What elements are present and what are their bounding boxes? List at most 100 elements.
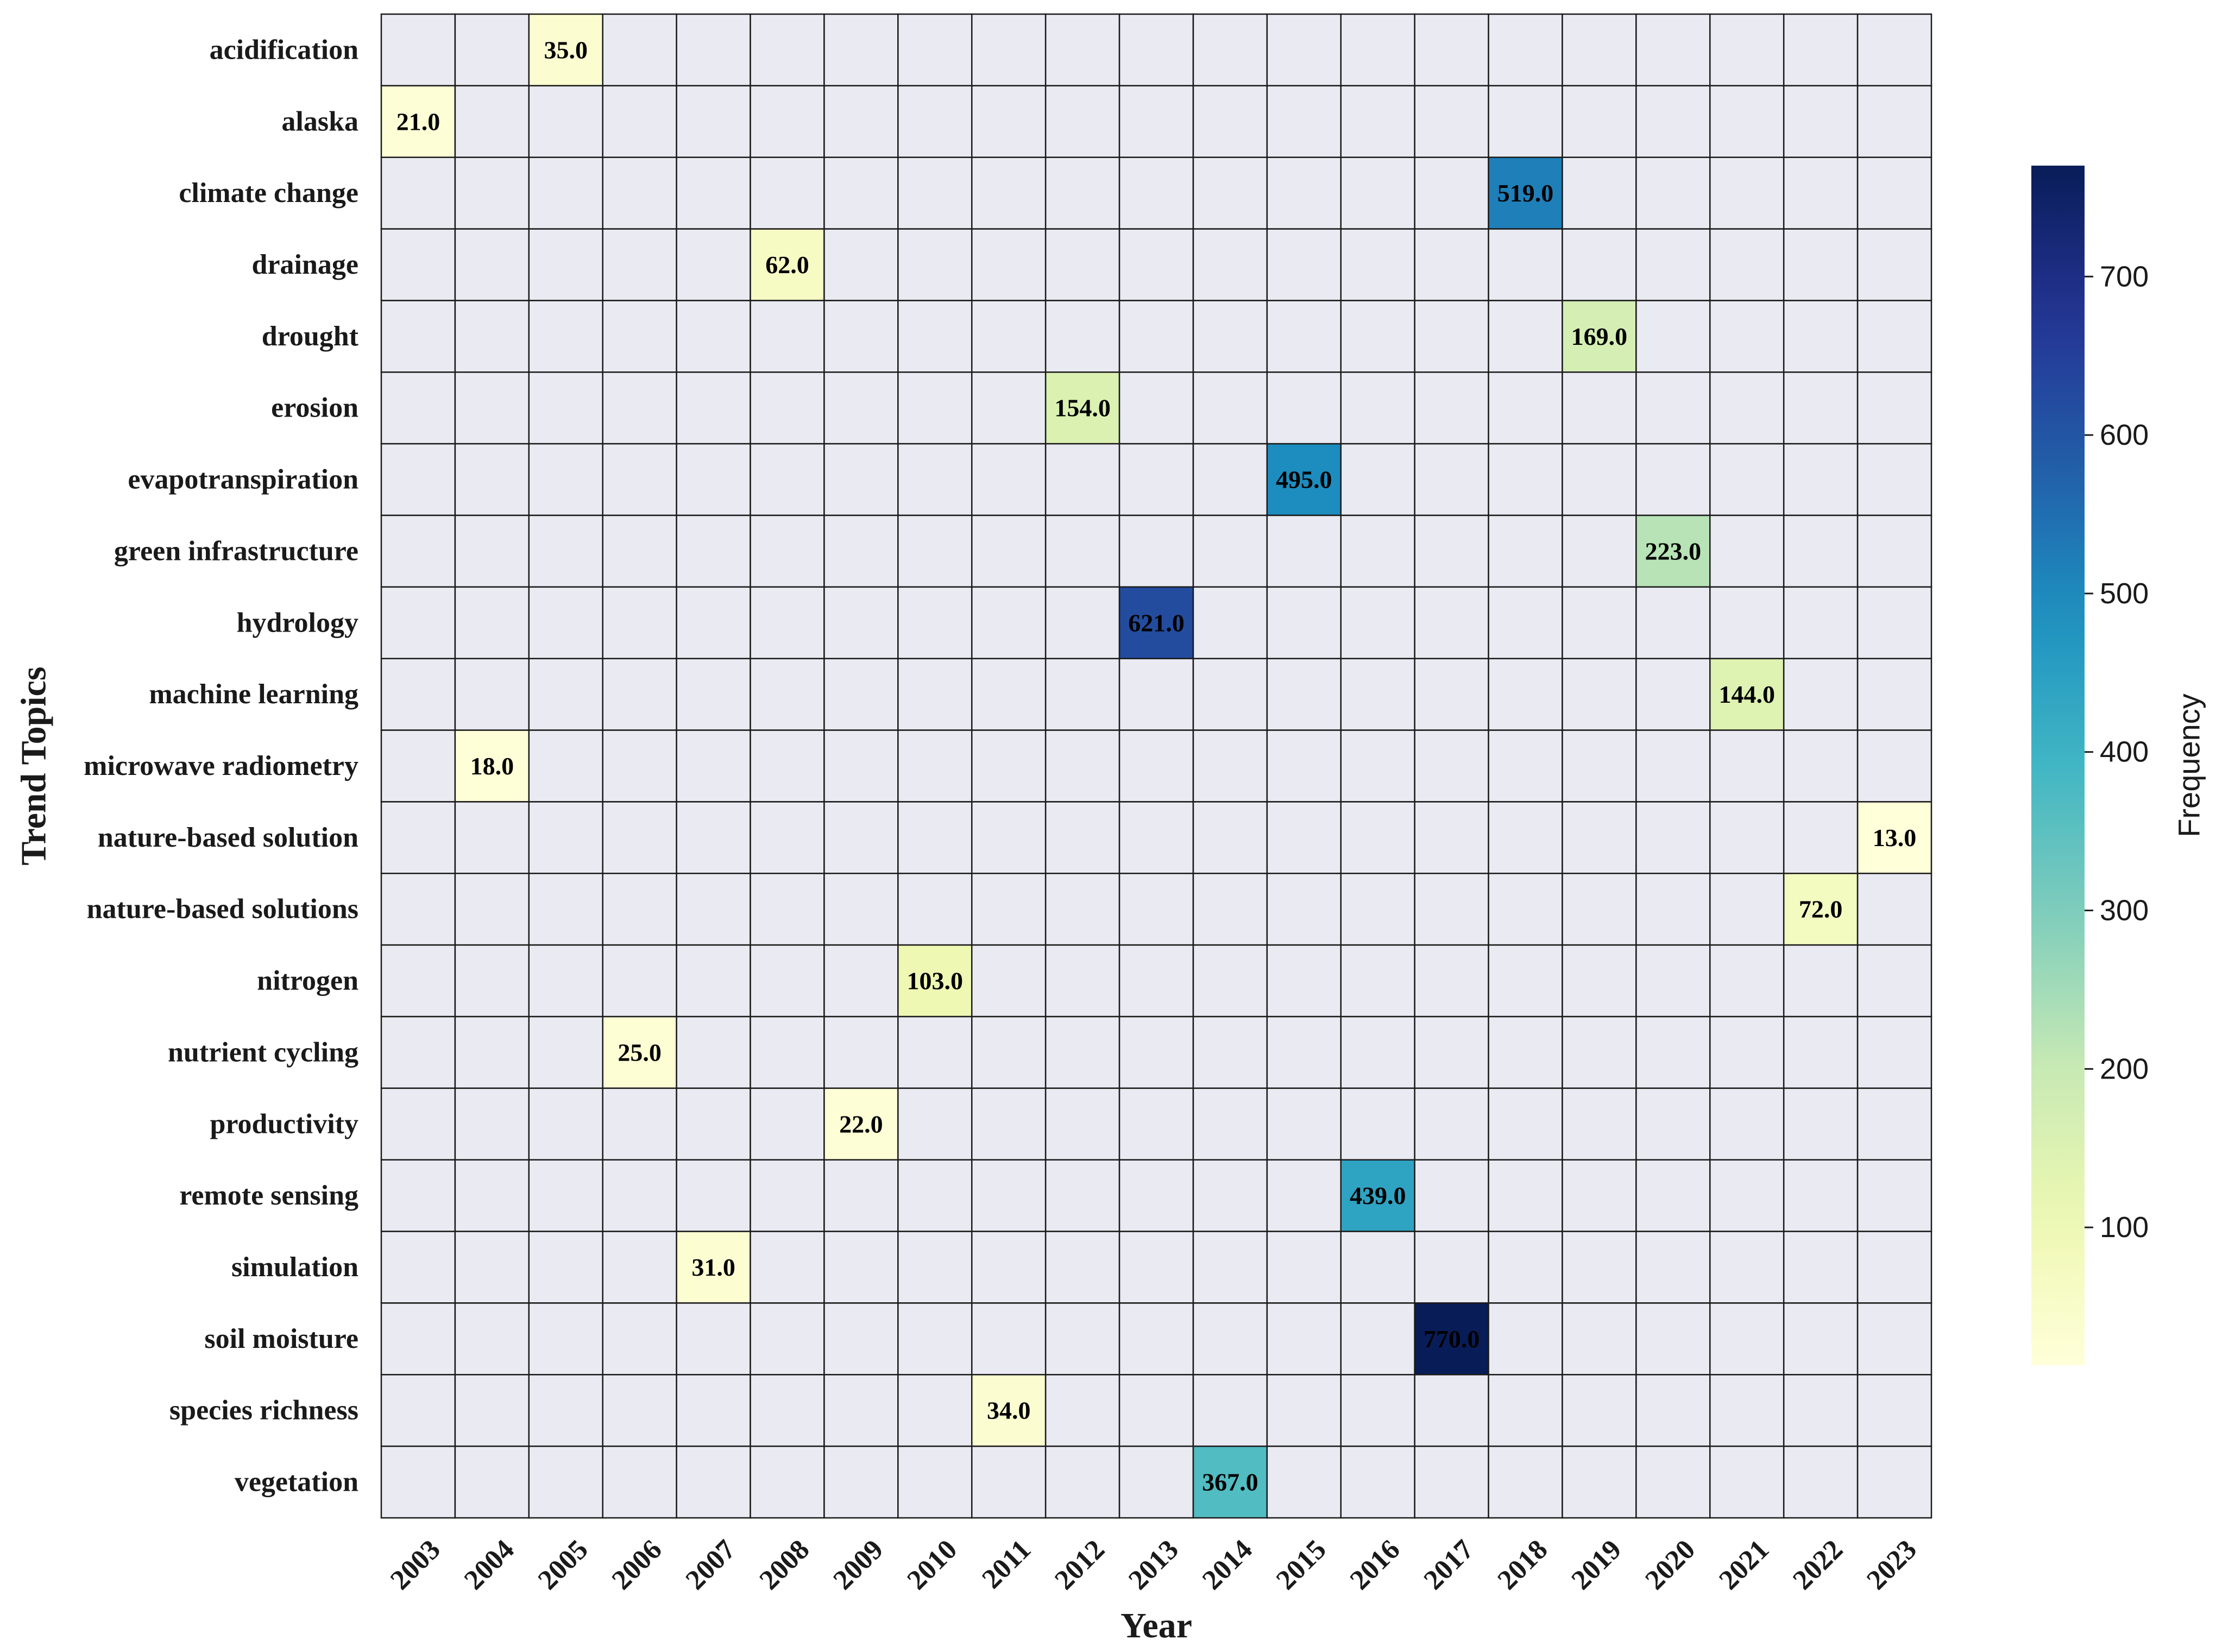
heatmap-cell-empty [1856, 1374, 1932, 1447]
heatmap-cell-empty [750, 514, 825, 588]
x-tick-label: 2005 [532, 1534, 594, 1596]
heatmap-cell-empty [1635, 1445, 1711, 1519]
heatmap-cell-empty [1266, 658, 1342, 731]
x-tick-label: 2023 [1861, 1534, 1923, 1596]
heatmap-cell-empty [1783, 729, 1859, 803]
heatmap-cell-empty [1118, 729, 1194, 803]
heatmap-cell-empty [1118, 658, 1194, 731]
y-tick-label: acidification [210, 34, 359, 65]
heatmap-cell-empty [1414, 85, 1489, 158]
cell-value-label: 13.0 [1873, 824, 1917, 852]
heatmap-cell-empty [1266, 156, 1342, 230]
heatmap-cell-empty [897, 13, 973, 87]
heatmap-cell-empty [971, 156, 1047, 230]
y-tick-label: species richness [169, 1395, 358, 1426]
heatmap-cell-empty [1266, 1159, 1342, 1232]
heatmap-cell-empty [1709, 801, 1785, 874]
heatmap-cell-empty [528, 1302, 603, 1376]
heatmap-cell-empty [1783, 1374, 1859, 1447]
heatmap-cell-empty [528, 586, 603, 659]
heatmap-cell-empty [1118, 1231, 1194, 1304]
heatmap-cell-empty [1266, 801, 1342, 874]
heatmap-cell-empty [380, 443, 456, 516]
cell-value-label: 770.0 [1424, 1325, 1480, 1353]
colorbar-tick-label: 600 [2100, 419, 2149, 451]
heatmap-cell-empty [676, 371, 751, 445]
heatmap-cell-empty [1266, 586, 1342, 659]
heatmap-cell-empty [528, 300, 603, 373]
heatmap-cell-empty [602, 13, 677, 87]
heatmap-cell-empty [1340, 944, 1415, 1018]
heatmap-cell-empty [1118, 1087, 1194, 1161]
heatmap-cell-empty [897, 586, 973, 659]
heatmap-cell-empty [971, 1159, 1047, 1232]
heatmap-cell-empty [602, 1231, 677, 1304]
x-tick-label: 2022 [1787, 1534, 1849, 1596]
y-tick-label: soil moisture [204, 1323, 358, 1354]
heatmap-cell-empty [1266, 873, 1342, 946]
heatmap-cell-empty [602, 371, 677, 445]
heatmap-cell-empty [1340, 156, 1415, 230]
heatmap-cell-empty [454, 300, 530, 373]
heatmap-cell-empty [380, 156, 456, 230]
heatmap-cell-empty [1044, 514, 1120, 588]
heatmap-cell-empty [1635, 1374, 1711, 1447]
heatmap-cell-empty [823, 1445, 899, 1519]
heatmap-cell-empty [823, 228, 899, 301]
heatmap-cell-empty [971, 228, 1047, 301]
heatmap-cell-empty [1414, 1231, 1489, 1304]
y-axis-label: Trend Topics [14, 666, 54, 865]
heatmap-cell-empty [1044, 944, 1120, 1018]
heatmap-cell-empty [1118, 1159, 1194, 1232]
heatmap-cell-empty [1414, 944, 1489, 1018]
heatmap-cell-empty [1562, 371, 1637, 445]
heatmap-cell-empty [1266, 228, 1342, 301]
heatmap-cell-empty [1414, 443, 1489, 516]
heatmap-cell-empty [1856, 944, 1932, 1018]
heatmap-cell-filled [1044, 371, 1120, 445]
heatmap-cell-empty [1635, 658, 1711, 731]
heatmap-cell-empty [1192, 156, 1268, 230]
heatmap-cell-empty [1340, 13, 1415, 87]
heatmap-cell-empty [528, 801, 603, 874]
heatmap-cell-empty [1044, 156, 1120, 230]
heatmap-cell-empty [1192, 1302, 1268, 1376]
x-tick-label: 2017 [1418, 1534, 1480, 1596]
heatmap-cell-empty [1635, 801, 1711, 874]
heatmap-cell-empty [1044, 1374, 1120, 1447]
y-tick-label: nature-based solution [98, 822, 358, 853]
cell-value-label: 519.0 [1497, 179, 1554, 207]
y-tick-label: remote sensing [179, 1180, 358, 1211]
heatmap-cell-empty [676, 1087, 751, 1161]
heatmap-cell-empty [750, 443, 825, 516]
heatmap-cell-empty [676, 658, 751, 731]
heatmap-cell-empty [971, 944, 1047, 1018]
heatmap-cell-empty [1340, 801, 1415, 874]
heatmap-cell-empty [602, 658, 677, 731]
heatmap-cell-empty [602, 586, 677, 659]
heatmap-cell-empty [1635, 944, 1711, 1018]
heatmap-cell-empty [1266, 1231, 1342, 1304]
cell-value-label: 103.0 [907, 967, 964, 995]
y-tick-label: evapotranspiration [128, 464, 358, 495]
heatmap-cell-empty [454, 1445, 530, 1519]
colorbar-tick-label: 300 [2100, 894, 2149, 927]
heatmap-cell-empty [380, 658, 456, 731]
heatmap-cell-empty [454, 944, 530, 1018]
heatmap-cell-empty [1340, 1445, 1415, 1519]
cell-value-label: 25.0 [618, 1038, 662, 1066]
cell-value-label: 169.0 [1571, 323, 1628, 350]
heatmap-cell-empty [1118, 801, 1194, 874]
heatmap-cell-empty [1266, 1087, 1342, 1161]
colorbar-tick-label: 400 [2100, 736, 2149, 768]
heatmap-cell-empty [823, 729, 899, 803]
heatmap-cell-empty [676, 1374, 751, 1447]
heatmap-cell-empty [1635, 443, 1711, 516]
y-tick-labels: acidification alaska climate change drainag… [84, 34, 359, 1497]
heatmap-cell-empty [1118, 13, 1194, 87]
heatmap-cell-empty [1562, 156, 1637, 230]
heatmap-cell-empty [1414, 873, 1489, 946]
cell-value-label: 367.0 [1202, 1468, 1258, 1496]
heatmap-cell-empty [1709, 1016, 1785, 1089]
heatmap-cell-empty [1856, 1159, 1932, 1232]
